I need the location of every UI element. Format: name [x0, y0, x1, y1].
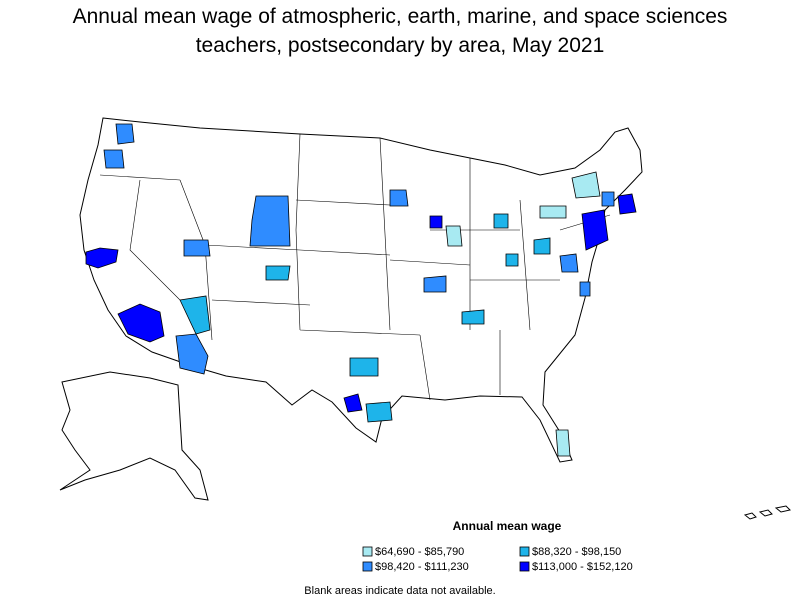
metro-area — [265, 265, 291, 281]
metro-area — [617, 193, 637, 215]
metro-area — [579, 281, 591, 297]
footnote: Blank areas indicate data not available. — [304, 585, 495, 597]
metro-area — [343, 393, 363, 413]
metro-area — [461, 309, 485, 325]
metro-area — [559, 253, 579, 273]
wage-areas — [85, 123, 637, 457]
metro-area — [365, 401, 393, 423]
metro-area — [445, 225, 463, 247]
metro-area — [183, 239, 211, 257]
metro-area — [423, 275, 447, 293]
metro-area — [429, 215, 443, 229]
metro-area — [493, 213, 509, 229]
metro-area — [539, 205, 567, 219]
hawaii — [743, 505, 791, 520]
continental-us — [79, 117, 643, 463]
legend-label: $113,000 - $152,120 — [532, 561, 633, 573]
metro-area — [175, 333, 209, 375]
metro-area — [249, 195, 291, 247]
metro-area — [115, 123, 135, 145]
metro-area — [117, 303, 165, 343]
alaska — [59, 371, 209, 501]
metro-area — [581, 209, 609, 251]
metro-area — [389, 189, 409, 207]
metro-area — [601, 191, 615, 207]
legend-label: $88,320 - $98,150 — [532, 546, 621, 558]
legend-label: $64,690 - $85,790 — [375, 546, 464, 558]
metro-area — [571, 171, 601, 199]
legend-swatch — [362, 546, 373, 557]
metro-area — [349, 357, 379, 377]
metro-area — [533, 237, 551, 255]
metro-area — [179, 295, 211, 335]
metro-area — [555, 429, 571, 457]
legend-swatch — [519, 546, 530, 557]
legend-label: $98,420 - $111,230 — [375, 561, 469, 573]
legend-swatch — [519, 561, 530, 572]
metro-area — [103, 149, 125, 169]
legend: $64,690 - $85,790 $88,320 - $98,150 $98,42… — [362, 546, 633, 573]
map-title: Annual mean wage of atmospheric, earth, … — [72, 5, 728, 57]
legend-swatch — [362, 561, 373, 572]
metro-area — [85, 247, 119, 269]
metro-area — [505, 253, 519, 267]
legend-title: Annual mean wage — [453, 519, 562, 533]
